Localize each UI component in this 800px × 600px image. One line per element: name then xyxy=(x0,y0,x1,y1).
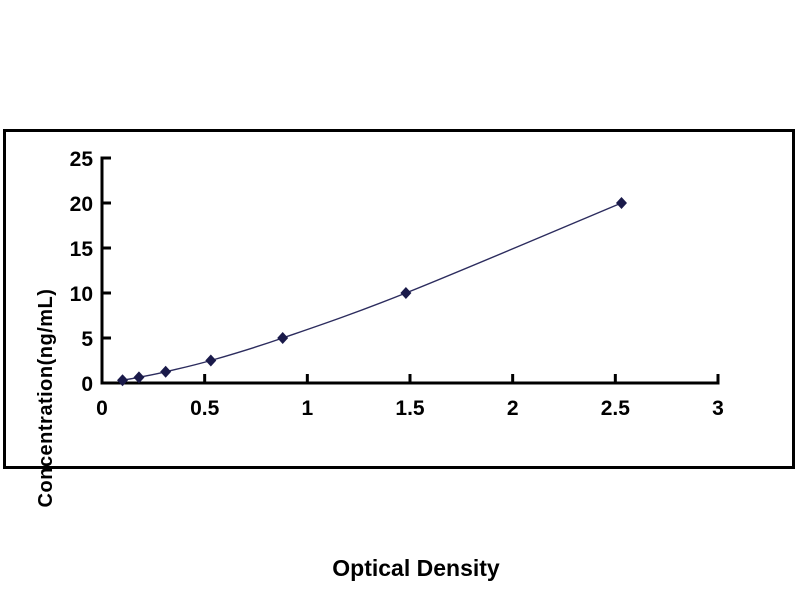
data-point-marker xyxy=(205,354,217,367)
data-point-marker xyxy=(400,287,412,299)
chart-frame: Concentration(ng/mL) Optical Density xyxy=(3,129,795,581)
y-tick-label: 25 xyxy=(70,148,94,171)
axis-lines xyxy=(100,156,720,385)
data-point-marker xyxy=(117,374,129,387)
data-point-marker xyxy=(133,371,145,384)
y-tick-label: 10 xyxy=(70,283,93,306)
y-tick-label: 15 xyxy=(70,238,94,261)
x-tick-label: 0 xyxy=(96,397,108,420)
x-tick-label: 3 xyxy=(712,397,724,420)
y-tick-label: 20 xyxy=(70,193,93,216)
x-tick-label: 2.5 xyxy=(601,397,631,420)
data-point-marker xyxy=(160,365,172,378)
x-tick-label: 2 xyxy=(507,397,519,420)
x-axis-title: Optical Density xyxy=(332,555,500,581)
data-point-marker xyxy=(615,197,627,209)
y-tick-label: 0 xyxy=(81,373,93,396)
y-tick-label: 5 xyxy=(81,328,93,351)
x-tick-label: 1.5 xyxy=(395,397,425,420)
standard-curve-line xyxy=(122,202,622,381)
x-tick-label: 1 xyxy=(301,397,313,420)
x-tick-label: 0.5 xyxy=(190,397,220,420)
data-point-marker xyxy=(277,332,289,344)
